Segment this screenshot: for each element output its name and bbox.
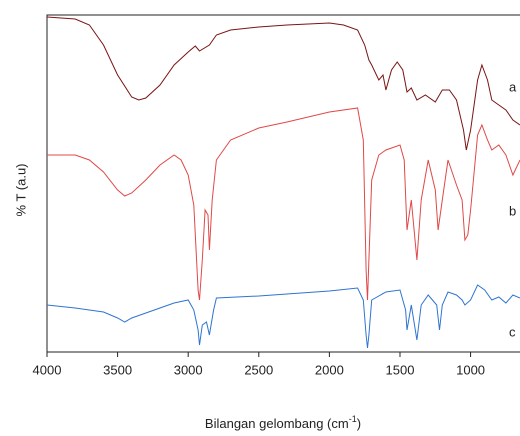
x-tick-label: 3000 [174, 362, 203, 377]
x-axis-label-text: ) [357, 416, 361, 431]
x-tick-label: 2000 [315, 362, 344, 377]
axis-frame [46, 14, 520, 353]
x-tick-label: 1500 [386, 362, 415, 377]
plot-area [47, 16, 520, 349]
spectrum-line [47, 16, 520, 151]
x-tick-label: 1000 [456, 362, 485, 377]
y-axis-label: % T (a.u) [13, 164, 28, 217]
spectrum-line [47, 107, 520, 301]
series-label: c [509, 324, 516, 339]
spectrum-line [47, 284, 520, 349]
series-label: a [509, 79, 517, 94]
x-tick-label: 4000 [33, 362, 62, 377]
x-axis-label: Bilangan gelombang (cm-1) [205, 414, 361, 431]
x-tick-label: 3500 [103, 362, 132, 377]
x-axis-label-text: Bilangan gelombang (cm [205, 416, 349, 431]
x-tick-label: 2500 [244, 362, 273, 377]
x-axis-label-superscript: -1 [349, 414, 357, 424]
series-label: b [509, 203, 516, 218]
